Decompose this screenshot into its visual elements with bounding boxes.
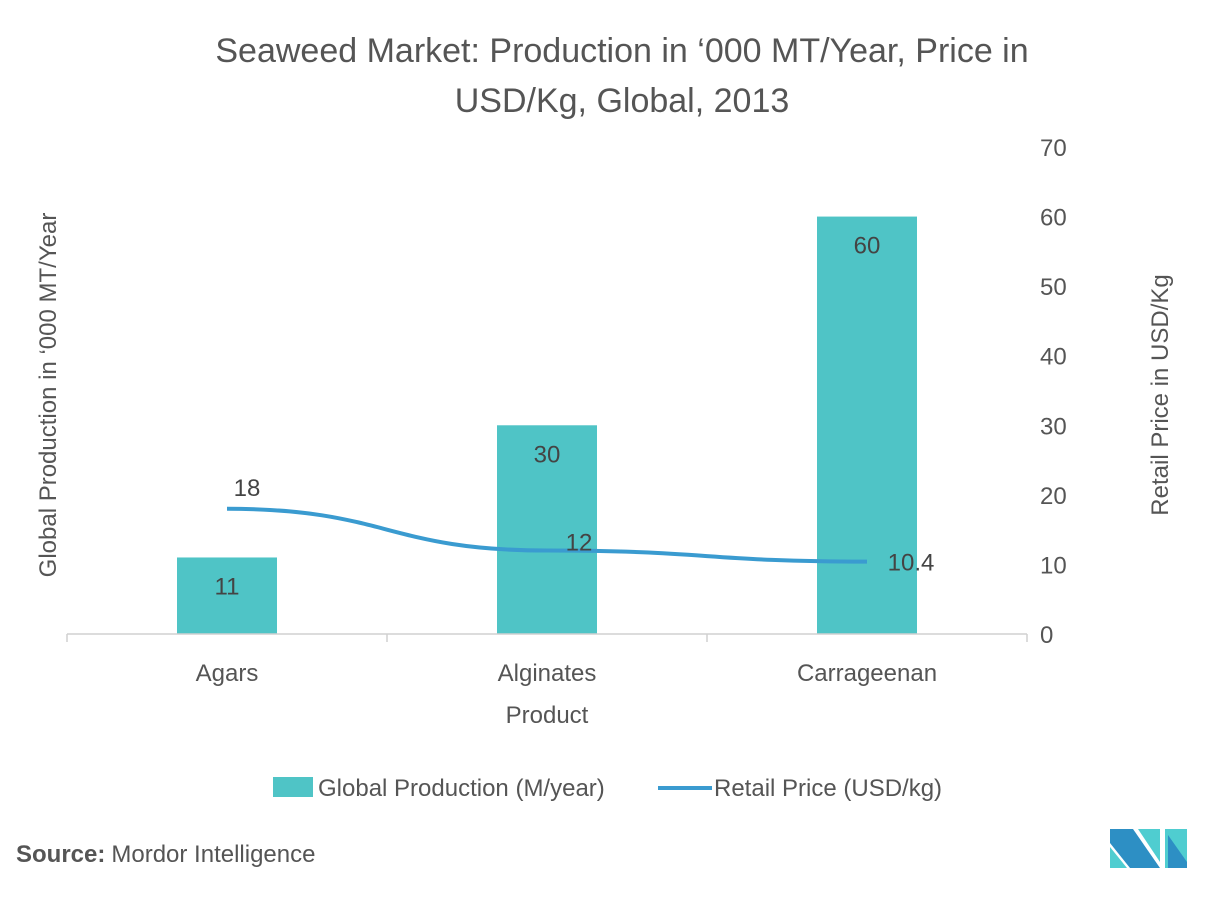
line-data-label: 10.4 (888, 550, 935, 577)
y-tick-label: 60 (1040, 205, 1067, 232)
legend-bar-label: Global Production (M/year) (318, 775, 605, 802)
source-label: Source: (16, 841, 105, 868)
y-tick-label: 10 (1040, 552, 1067, 579)
mordor-logo (1110, 829, 1187, 868)
legend: Global Production (M/year) Retail Price … (273, 775, 942, 802)
bar-alginates (497, 425, 597, 634)
legend-line-label: Retail Price (USD/kg) (714, 775, 942, 802)
bar-data-label: 30 (534, 441, 561, 468)
chart-title-line2: USD/Kg, Global, 2013 (455, 82, 790, 120)
y-tick-label: 40 (1040, 344, 1067, 371)
y-tick-label: 0 (1040, 622, 1053, 649)
y-tick-label: 70 (1040, 135, 1067, 162)
source-text: Mordor Intelligence (111, 841, 315, 868)
x-tick-label: Agars (196, 660, 259, 687)
bar-agars (177, 557, 277, 634)
line-data-label: 18 (234, 475, 261, 502)
y-tick-label: 30 (1040, 413, 1067, 440)
x-tick-label: Carrageenan (797, 660, 937, 687)
bar-carrageenan (817, 216, 917, 635)
chart-title-line1: Seaweed Market: Production in ‘000 MT/Ye… (215, 32, 1028, 70)
y-axis-left-label: Global Production in ‘000 MT/Year (35, 213, 62, 578)
source-note: Source: Mordor Intelligence (16, 841, 315, 868)
line-data-label: 12 (566, 530, 593, 557)
x-tick-label: Alginates (498, 660, 597, 687)
x-axis-label: Product (506, 702, 589, 729)
y-axis-right-label: Retail Price in USD/Kg (1147, 274, 1174, 515)
bar-data-label: 60 (854, 233, 881, 260)
bar-data-label: 11 (215, 573, 240, 600)
price-line (226, 506, 868, 564)
y-tick-label: 50 (1040, 274, 1067, 301)
legend-bar-swatch (273, 777, 313, 797)
y-tick-label: 20 (1040, 483, 1067, 510)
